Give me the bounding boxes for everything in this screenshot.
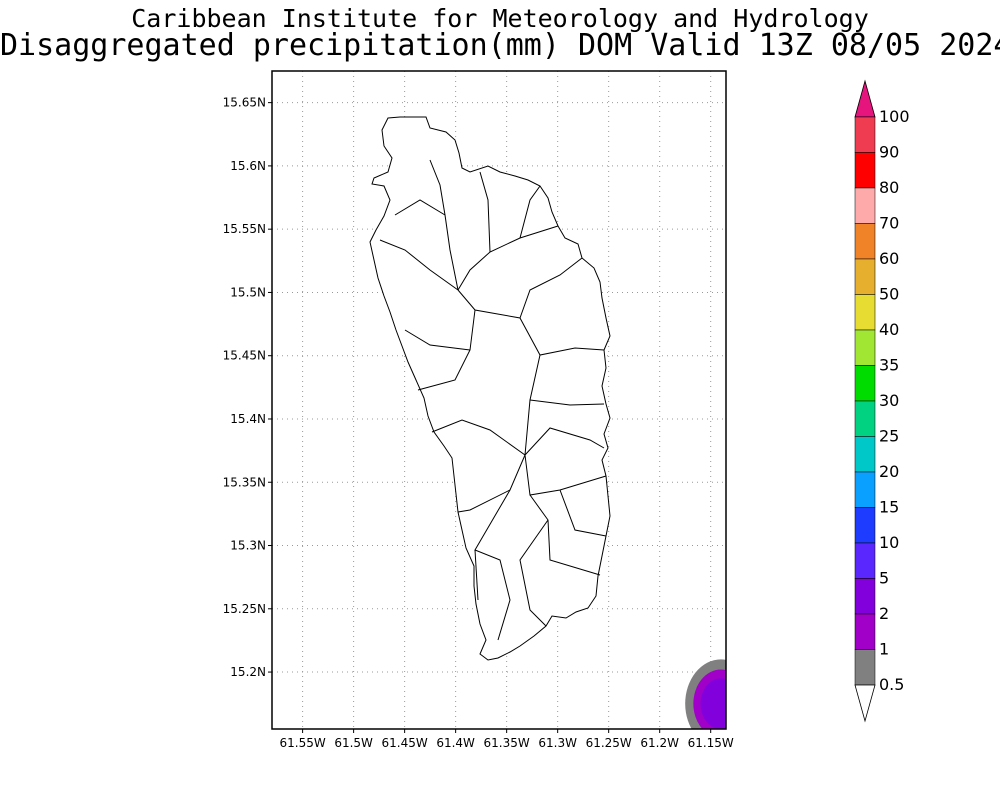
colorbar-segment (854, 187, 876, 224)
dominica-island (369, 116, 611, 661)
lon-tick-label: 61.15W (688, 736, 734, 750)
lat-tick-label: 15.5N (230, 285, 266, 299)
axis-ticks: 61.55W 61.5W 61.45W 61.4W 61.35W 61.3W 61.25W 6… (223, 96, 734, 750)
colorbar-label: 20 (879, 462, 899, 481)
colorbar-label: 80 (879, 178, 899, 197)
colorbar-label: 1 (879, 640, 889, 659)
lon-tick-label: 61.35W (484, 736, 530, 750)
lon-tick-label: 61.55W (279, 736, 325, 750)
colorbar-label: 40 (879, 320, 899, 339)
map-title: Caribbean Institute for Meteorology and … (131, 4, 869, 33)
colorbar-label: 70 (879, 214, 899, 233)
colorbar-label: 35 (879, 356, 899, 375)
lat-tick-label: 15.4N (230, 412, 266, 426)
colorbar-segment (854, 400, 876, 437)
colorbar-segment (854, 436, 876, 473)
colorbar-segment (854, 258, 876, 295)
lon-tick-label: 61.3W (538, 736, 577, 750)
lon-tick-label: 61.45W (382, 736, 428, 750)
colorbar-segment (854, 294, 876, 331)
colorbar-segment (854, 613, 876, 650)
colorbar-segment (854, 152, 876, 189)
colorbar-label: 2 (879, 604, 889, 623)
lon-tick-label: 61.5W (334, 736, 373, 750)
colorbar-segment (854, 329, 876, 366)
map-grid (272, 71, 726, 729)
precip-contour (700, 678, 726, 729)
colorbar-segment (854, 542, 876, 579)
lon-tick-label: 61.2W (640, 736, 679, 750)
colorbar-segment (854, 116, 876, 153)
lat-tick-label: 15.25N (223, 602, 266, 616)
map-subtitle: Disaggregated precipitation(mm) DOM Vali… (0, 28, 1000, 63)
colorbar-label: 100 (879, 107, 910, 126)
plot-frame (271, 70, 727, 730)
colorbar-segment (854, 365, 876, 402)
colorbar-segment (854, 649, 876, 686)
colorbar-label: 25 (879, 427, 899, 446)
colorbar-label: 0.5 (879, 675, 904, 694)
island-coastline (369, 116, 611, 661)
precipitation-area (685, 659, 726, 729)
colorbar-top-cap (854, 79, 876, 118)
lon-tick-label: 61.25W (586, 736, 632, 750)
colorbar-label: 90 (879, 143, 899, 162)
lat-tick-label: 15.6N (230, 159, 266, 173)
lon-tick-label: 61.4W (436, 736, 475, 750)
lat-tick-label: 15.55N (223, 222, 266, 236)
lat-tick-label: 15.35N (223, 475, 266, 489)
colorbar-label: 60 (879, 249, 899, 268)
colorbar-label: 10 (879, 533, 899, 552)
colorbar-label: 15 (879, 498, 899, 517)
colorbar-bottom-cap (854, 684, 876, 723)
colorbar-label: 50 (879, 285, 899, 304)
colorbar-label: 5 (879, 569, 889, 588)
lat-tick-label: 15.2N (230, 665, 266, 679)
lat-tick-label: 15.45N (223, 349, 266, 363)
colorbar-segment (854, 471, 876, 508)
colorbar-label: 30 (879, 391, 899, 410)
lat-tick-label: 15.3N (230, 539, 266, 553)
colorbar-segment (854, 223, 876, 260)
colorbar-segment (854, 507, 876, 544)
lat-tick-label: 15.65N (223, 96, 266, 110)
colorbar-segment (854, 578, 876, 615)
